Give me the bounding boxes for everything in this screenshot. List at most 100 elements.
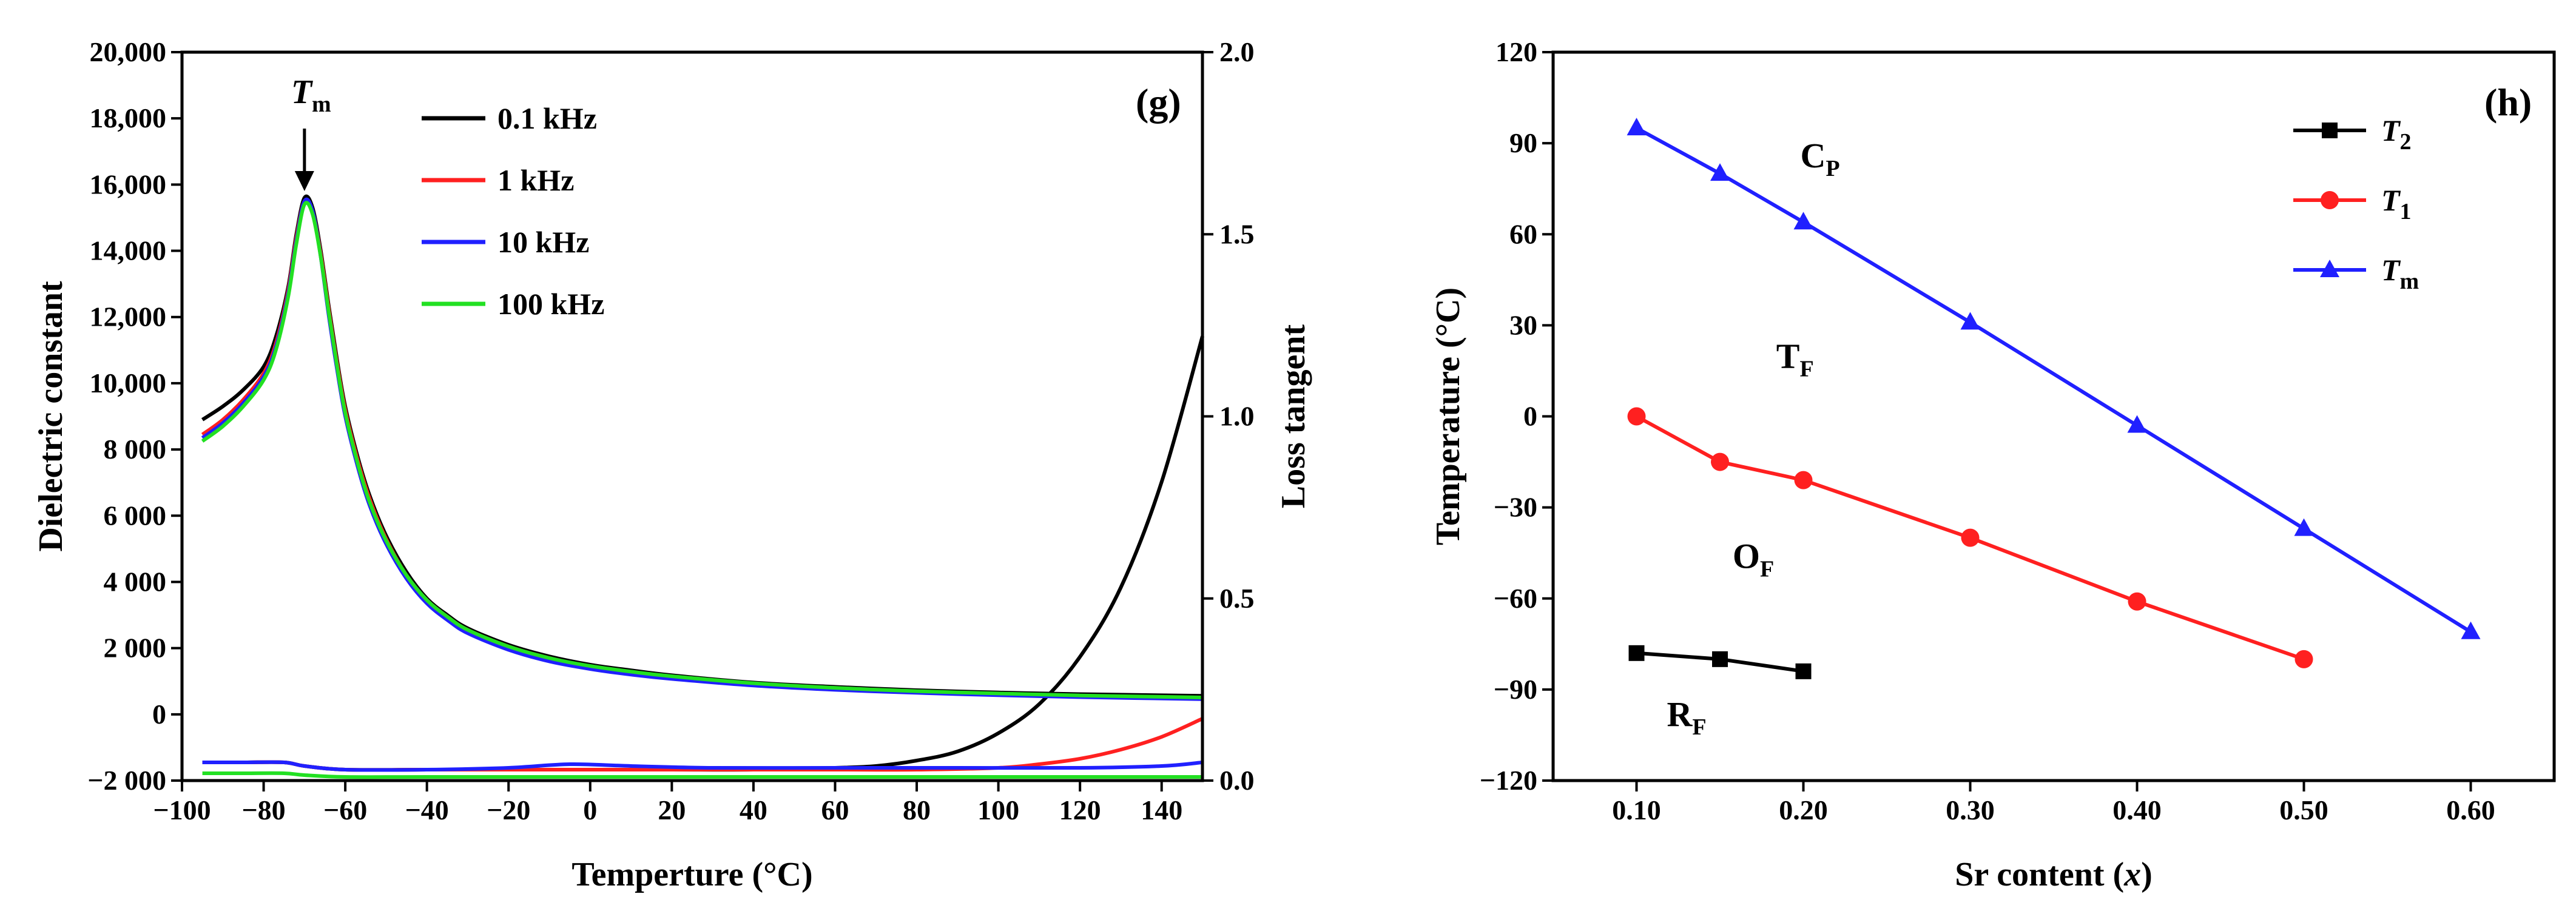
phase-region-label-sub: P [1826, 156, 1839, 181]
x-tick-label: 100 [977, 795, 1019, 825]
x-tick-label: 80 [903, 795, 931, 825]
data-point-T2 [1795, 663, 1812, 679]
x-tick-label: 0 [583, 795, 597, 825]
x-tick-label: 120 [1059, 795, 1101, 825]
x-title-var: x [2123, 856, 2141, 893]
phase-region-label-sub: F [1799, 356, 1813, 381]
phase-region-label: CP [1800, 136, 1839, 181]
data-point-T2 [1712, 651, 1728, 667]
y-tick-label: 90 [1509, 127, 1537, 158]
x-title-end: ) [2141, 856, 2153, 893]
panel-h-plot-frame [1551, 50, 2556, 782]
legend-label: 1 kHz [497, 163, 574, 197]
y-tick-label: 12,000 [90, 301, 167, 332]
panel-h-y-axis-title: Temperature (°C) [1429, 287, 1467, 545]
y-tick-label: 0 [152, 699, 166, 730]
x-tick-label: 0.30 [1946, 795, 1995, 825]
x-tick-label: 40 [740, 795, 767, 825]
legend-label: 0.1 kHz [497, 101, 597, 135]
y-tick-label: 2 000 [104, 633, 167, 664]
y-tick-label: 6 000 [104, 500, 167, 531]
phase-region-label-base: O [1733, 537, 1760, 576]
panel-h-chart: 0.10 0.20 0.30 0.40 0.50 0.60 −120 −90 −60 −30 0 30… [1429, 36, 2556, 893]
legend-label-sub: 2 [2400, 129, 2412, 155]
legend-marker [2321, 191, 2339, 209]
y-tick-label: 120 [1495, 36, 1537, 67]
panel-g-x-axis-title: Temperture (°C) [572, 856, 812, 893]
legend-label: 100 kHz [497, 287, 604, 321]
data-point-Tm [1960, 312, 1980, 330]
phase-region-label-sub: F [1692, 714, 1706, 740]
data-point-T1 [2128, 592, 2146, 611]
x-tick-label: 140 [1141, 795, 1182, 825]
y2-tick-label: 2.0 [1219, 36, 1255, 67]
legend-marker [2320, 260, 2339, 277]
phase-region-label-base: C [1800, 136, 1826, 175]
y-tick-label: −30 [1494, 492, 1537, 523]
y-tick-label: 4 000 [104, 566, 167, 597]
data-point-T1 [1627, 407, 1646, 426]
panel-g-plot-frame [180, 50, 1204, 782]
y-tick-label: −120 [1480, 765, 1537, 796]
data-point-Tm [1793, 212, 1813, 230]
tm-label: Tm [291, 73, 331, 117]
x-tick-label: −60 [323, 795, 367, 825]
data-point-T1 [1711, 452, 1729, 471]
permittivity-line-3 [201, 201, 1203, 699]
x-tick-label: 20 [658, 795, 686, 825]
y-tick-label: −90 [1494, 674, 1537, 705]
panel-h-series-group [1627, 118, 2481, 679]
data-point-Tm [2461, 621, 2481, 639]
x-title-main: Sr content ( [1955, 856, 2124, 893]
tm-label-sub: m [312, 92, 331, 117]
legend-label-base: T [2381, 183, 2401, 217]
phase-region-label-base: T [1776, 336, 1800, 375]
phase-region-label: OF [1733, 537, 1774, 582]
data-point-T2 [1628, 645, 1645, 661]
y2-tick-label: 0.0 [1219, 765, 1255, 796]
panel-g-label: (g) [1136, 81, 1181, 124]
panel-g-y2-axis-title: Loss tangent [1275, 324, 1312, 508]
x-tick-label: 0.50 [2279, 795, 2328, 825]
x-tick-label: −40 [405, 795, 449, 825]
legend-label: Tm [2381, 253, 2419, 294]
phase-region-label-sub: F [1760, 557, 1774, 582]
data-point-Tm [2294, 518, 2314, 536]
data-point-T1 [2294, 650, 2313, 668]
y-tick-label: 8 000 [104, 434, 167, 465]
panel-g-legend: 0.1 kHz 1 kHz 10 kHz 100 kHz [422, 101, 604, 321]
tm-arrow-head [294, 171, 314, 191]
phase-region-label-base: R [1667, 694, 1693, 734]
panel-h-label: (h) [2484, 81, 2532, 124]
data-point-Tm [1627, 118, 1647, 136]
tm-label-base: T [291, 73, 314, 111]
legend-label: T2 [2381, 113, 2412, 155]
y-tick-label: −2 000 [87, 765, 166, 796]
y-tick-label: 30 [1509, 309, 1537, 340]
x-tick-label: −100 [153, 795, 211, 825]
y-tick-label: 20,000 [90, 36, 167, 67]
legend-label: 10 kHz [497, 225, 589, 259]
legend-marker [2322, 123, 2338, 138]
data-point-T1 [1794, 471, 1813, 489]
legend-label: T1 [2381, 183, 2412, 224]
data-point-Tm [2127, 415, 2147, 433]
legend-label-base: T [2381, 253, 2401, 287]
legend-label-sub: 1 [2400, 199, 2412, 224]
y-tick-label: 60 [1509, 218, 1537, 249]
x-tick-label: 0.20 [1779, 795, 1828, 825]
x-tick-label: −20 [487, 795, 530, 825]
x-tick-label: 60 [821, 795, 849, 825]
loss-tangent-line-0 [202, 335, 1204, 772]
y-tick-label: −60 [1494, 583, 1537, 614]
y-tick-label: 16,000 [90, 169, 167, 200]
data-point-T1 [1961, 528, 1980, 547]
x-tick-label: 0.40 [2112, 795, 2162, 825]
y2-tick-label: 0.5 [1219, 583, 1255, 614]
legend-label-base: T [2381, 113, 2401, 147]
panel-g-ticks: −100 −80 −60 −40 −20 0 20 40 60 80 100 120 140 −2 000… [87, 36, 1254, 825]
loss-tangent-line-1 [202, 717, 1204, 772]
